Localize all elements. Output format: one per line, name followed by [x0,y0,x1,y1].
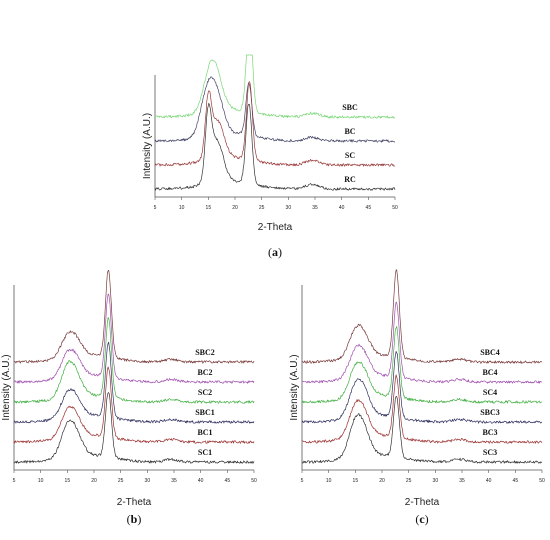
series-label-sc: SC [345,151,355,160]
series-line-sbc [154,54,396,119]
series-line-bc [154,76,396,143]
x-axis-title: 2-Theta [405,497,440,508]
y-axis-title: Intensity (A.U.) [289,354,300,420]
series-label-sc4: SC4 [483,388,497,397]
x-tick-label: 45 [513,478,519,484]
series-line-sbc2 [14,269,255,364]
x-tick-label: 25 [118,478,124,484]
panel-caption-b: (b) [127,512,142,526]
series-line-sbc3 [301,351,543,424]
series-line-rc [154,102,396,191]
panel-c: 5 10 15 20 25 30 35 40 45 50 2-Theta Intensity (A.U… [289,269,545,526]
x-tick-label: 30 [145,478,151,484]
y-axis-title: Intensity (A.U.) [1,354,12,420]
x-tick-label: 45 [366,205,372,211]
series-label-sbc2: SBC2 [195,348,215,357]
x-tick-label: 50 [251,478,257,484]
x-tick-label: 30 [433,478,439,484]
series-line-sc2 [13,317,255,404]
x-tick-label: 20 [379,478,385,484]
x-axis-title: 2-Theta [117,497,152,508]
x-tick-label: 35 [171,478,177,484]
series-label-sc1: SC1 [198,448,212,457]
panel-b: 5 10 15 20 25 30 35 40 45 50 2-Theta Intensity (A.U… [1,269,257,526]
panel-caption-c: (c) [415,512,428,526]
x-tick-label: 5 [301,478,304,484]
series-label-sbc: SBC [342,103,358,112]
x-tick-label: 5 [154,205,157,211]
x-tick-label: 15 [353,478,359,484]
x-tick-label: 30 [286,205,292,211]
x-tick-label: 40 [339,205,345,211]
series-label-bc3: BC3 [482,428,497,437]
series-label-bc: BC [344,127,355,136]
x-tick-label: 15 [65,478,71,484]
x-tick-label: 25 [259,205,265,211]
series-line-sc [154,81,396,167]
x-axis-title: 2-Theta [258,222,293,233]
series-line-sbc4 [301,269,542,364]
series-line-bc2 [13,293,255,384]
x-tick-label: 10 [179,205,185,211]
x-tick-label: 50 [539,478,545,484]
series-line-bc3 [301,374,543,444]
x-tick-label: 40 [486,478,492,484]
series-label-sc2: SC2 [198,388,212,397]
x-tick-label: 20 [232,205,238,211]
x-tick-label: 35 [312,205,318,211]
panel-a: 5 10 15 20 25 30 35 40 45 50 2-Theta Intensity (A.U… [142,54,398,259]
x-tick-label: 25 [406,478,412,484]
x-tick-label: 15 [206,205,212,211]
x-tick-label: 50 [392,205,398,211]
series-line-bc4 [301,301,543,384]
panel-caption-a: (a) [268,245,282,259]
series-label-bc2: BC2 [197,368,212,377]
x-tick-label: 10 [326,478,332,484]
x-tick-label: 40 [198,478,204,484]
x-tick-label: 10 [38,478,44,484]
series-line-sc1 [13,392,255,464]
series-label-bc4: BC4 [482,368,497,377]
series-label-sbc3: SBC3 [480,408,500,417]
x-tick-label: 35 [459,478,465,484]
series-line-sc4 [301,326,543,404]
y-axis-title: Intensity (A.U.) [142,113,153,179]
series-label-bc1: BC1 [197,428,212,437]
x-tick-label: 20 [91,478,97,484]
series-label-sbc1: SBC1 [195,408,215,417]
series-label-rc: RC [344,175,356,184]
x-tick-label: 5 [13,478,16,484]
x-tick-label: 45 [225,478,231,484]
series-line-bc1 [13,366,255,444]
series-label-sbc4: SBC4 [480,348,500,357]
series-line-sc3 [301,396,543,464]
series-label-sc3: SC3 [483,448,497,457]
series-line-sbc1 [13,341,255,424]
